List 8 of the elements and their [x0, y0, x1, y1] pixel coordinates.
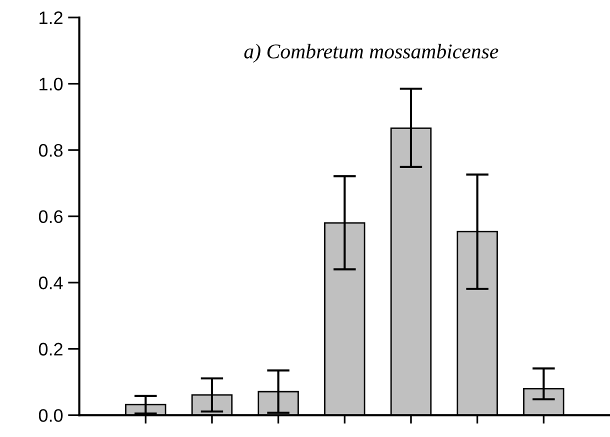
y-tick-label: 1.2	[40, 11, 62, 24]
y-tick-label: 1.0	[40, 78, 63, 90]
y-tick-label: 0.6	[38, 210, 63, 224]
y-tick-label: 0.8	[38, 144, 63, 157]
y-tick-label: 0.0	[38, 409, 63, 422]
y-tick-label: 0.2	[38, 342, 62, 356]
text: a) Combretum mossambicense	[244, 44, 498, 63]
y-tick-label: 0.4	[38, 276, 63, 290]
